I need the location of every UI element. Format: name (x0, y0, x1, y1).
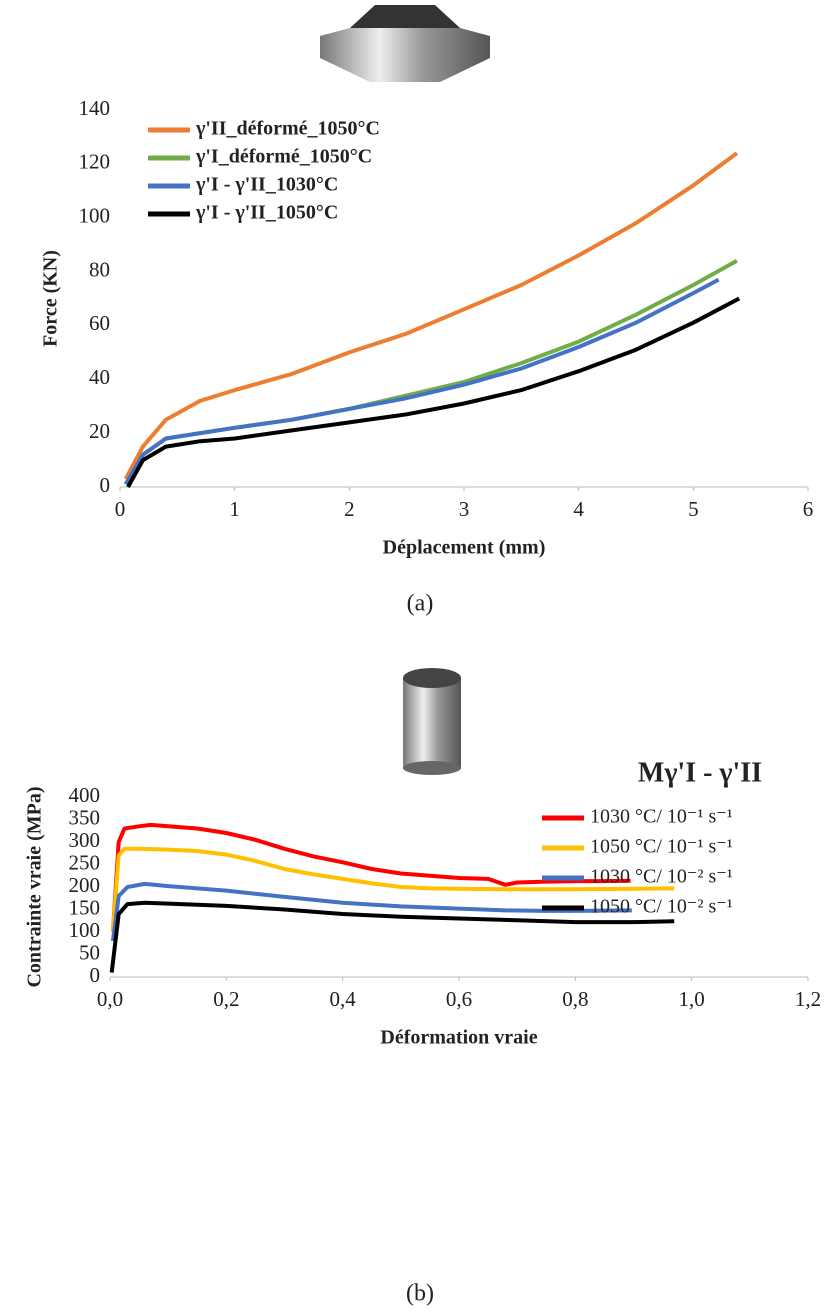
y-tick-label: 40 (89, 365, 110, 389)
x-tick-label: 3 (459, 497, 470, 521)
x-tick-label: 0,8 (562, 987, 588, 1011)
y-axis-title: Contrainte vraie (MPa) (24, 786, 46, 987)
legend-label: 1050 °C/ 10⁻¹ s⁻¹ (590, 836, 733, 858)
y-tick-label: 0 (90, 963, 101, 987)
specimen-cylinder (403, 668, 461, 775)
series-line (123, 259, 738, 486)
x-axis-title: Déformation vraie (380, 1027, 537, 1049)
y-tick-label: 300 (69, 828, 101, 852)
legend-label: γ'II_déformé_1050°C (195, 118, 380, 140)
x-axis-title: Déplacement (mm) (383, 537, 546, 559)
x-tick-label: 0,0 (97, 987, 123, 1011)
y-tick-label: 140 (79, 96, 111, 120)
legend-label: γ'I - γ'II_1050°C (195, 202, 338, 224)
y-tick-label: 120 (79, 150, 111, 174)
legend-label: 1030 °C/ 10⁻² s⁻¹ (590, 866, 733, 888)
y-tick-label: 0 (100, 473, 111, 497)
y-tick-label: 250 (69, 850, 101, 874)
y-tick-label: 60 (89, 311, 110, 335)
x-tick-label: 5 (688, 497, 699, 521)
legend-label: 1030 °C/ 10⁻¹ s⁻¹ (590, 806, 733, 828)
y-axis-title: Force (KN) (40, 250, 62, 347)
caption: (a) (407, 591, 434, 617)
x-tick-label: 0 (115, 497, 126, 521)
y-tick-label: 350 (69, 805, 101, 829)
x-tick-label: 0,6 (446, 987, 472, 1011)
series-line (123, 151, 739, 480)
specimen-cone (320, 5, 490, 82)
legend-label: 1050 °C/ 10⁻² s⁻¹ (590, 896, 733, 918)
series-line (110, 822, 631, 933)
caption: (b) (406, 1281, 434, 1307)
x-tick-label: 0,4 (330, 987, 357, 1011)
series-line (123, 277, 720, 486)
y-tick-label: 400 (69, 783, 101, 807)
y-tick-label: 200 (69, 873, 101, 897)
x-tick-label: 1,0 (679, 987, 705, 1011)
x-tick-label: 1 (229, 497, 240, 521)
y-tick-label: 100 (69, 918, 101, 942)
x-tick-label: 6 (803, 497, 814, 521)
x-tick-label: 0,2 (213, 987, 239, 1011)
y-tick-label: 150 (69, 895, 101, 919)
y-tick-label: 20 (89, 419, 110, 443)
series-line (126, 296, 741, 488)
y-tick-label: 80 (89, 257, 110, 281)
series-line (110, 846, 675, 933)
x-tick-label: 1,2 (795, 987, 821, 1011)
x-tick-label: 4 (573, 497, 584, 521)
y-tick-label: 50 (79, 940, 100, 964)
legend-label: γ'I - γ'II_1030°C (195, 174, 338, 196)
legend-label: γ'I_déformé_1050°C (195, 146, 372, 168)
series-line (110, 881, 632, 942)
legend-title: Mγ'I - γ'II (638, 757, 762, 788)
series-line (109, 900, 675, 973)
x-tick-label: 2 (344, 497, 355, 521)
y-tick-label: 100 (79, 204, 111, 228)
